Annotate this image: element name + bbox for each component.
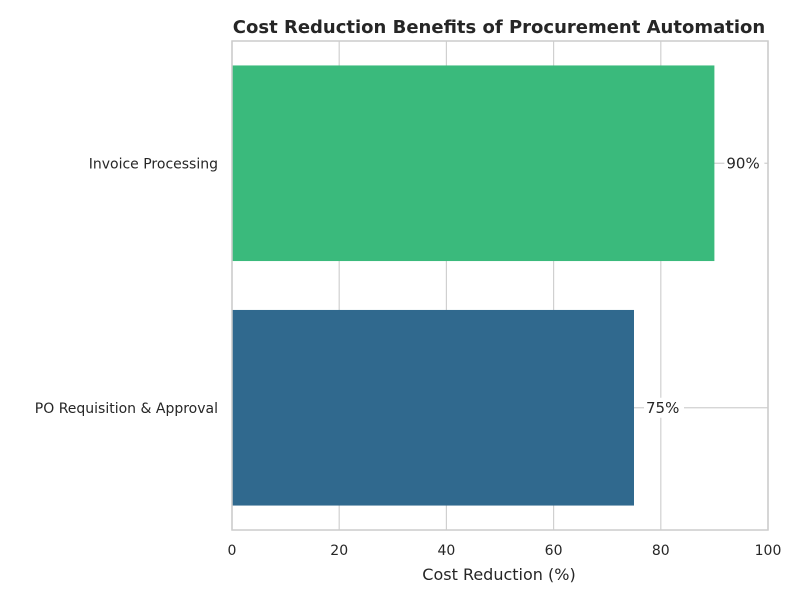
data-label-bg: [644, 397, 684, 418]
data-label: 90%: [726, 154, 759, 172]
data-label: 75%: [646, 399, 679, 417]
labels-layer: 90% 75%: [644, 153, 765, 418]
chart-title: Cost Reduction Benefits of Procurement A…: [233, 17, 765, 38]
y-tick-label: Invoice Processing: [89, 156, 218, 172]
x-tick-label: 100: [755, 543, 782, 559]
bar-invoice-processing: [232, 65, 715, 262]
x-tick-label: 20: [330, 543, 348, 559]
x-tick-label: 80: [652, 543, 670, 559]
x-axis-label: Cost Reduction (%): [422, 565, 575, 584]
y-tick-label: PO Requisition & Approval: [35, 401, 218, 417]
x-tick-label: 0: [228, 543, 237, 559]
plot-frame: [231, 40, 769, 531]
x-tick-label: 40: [437, 543, 455, 559]
bar-po-requisition-approval: [232, 309, 634, 506]
ticks-layer: Invoice Processing PO Requisition & Appro…: [35, 156, 782, 559]
bars-layer: [232, 65, 715, 506]
data-label-bg: [724, 153, 765, 174]
x-tick-label: 60: [545, 543, 563, 559]
